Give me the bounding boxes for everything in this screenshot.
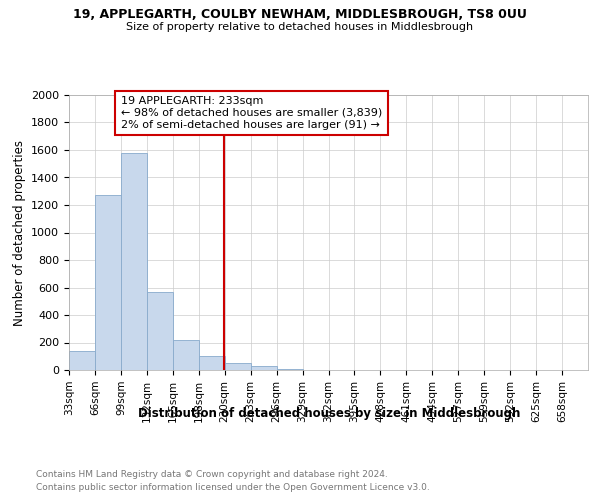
Y-axis label: Number of detached properties: Number of detached properties: [13, 140, 26, 326]
Bar: [173, 340, 199, 370]
Bar: [251, 366, 277, 370]
Bar: [121, 153, 147, 370]
Bar: [199, 356, 224, 370]
Bar: [69, 352, 95, 370]
Text: 19, APPLEGARTH, COULBY NEWHAM, MIDDLESBROUGH, TS8 0UU: 19, APPLEGARTH, COULBY NEWHAM, MIDDLESBR…: [73, 8, 527, 20]
Text: Contains public sector information licensed under the Open Government Licence v3: Contains public sector information licen…: [36, 482, 430, 492]
Bar: [147, 292, 173, 370]
Bar: [224, 363, 251, 370]
Text: Contains HM Land Registry data © Crown copyright and database right 2024.: Contains HM Land Registry data © Crown c…: [36, 470, 388, 479]
Bar: [95, 196, 121, 370]
Text: 19 APPLEGARTH: 233sqm
← 98% of detached houses are smaller (3,839)
2% of semi-de: 19 APPLEGARTH: 233sqm ← 98% of detached …: [121, 96, 382, 130]
Text: Distribution of detached houses by size in Middlesbrough: Distribution of detached houses by size …: [137, 408, 520, 420]
Text: Size of property relative to detached houses in Middlesbrough: Size of property relative to detached ho…: [127, 22, 473, 32]
